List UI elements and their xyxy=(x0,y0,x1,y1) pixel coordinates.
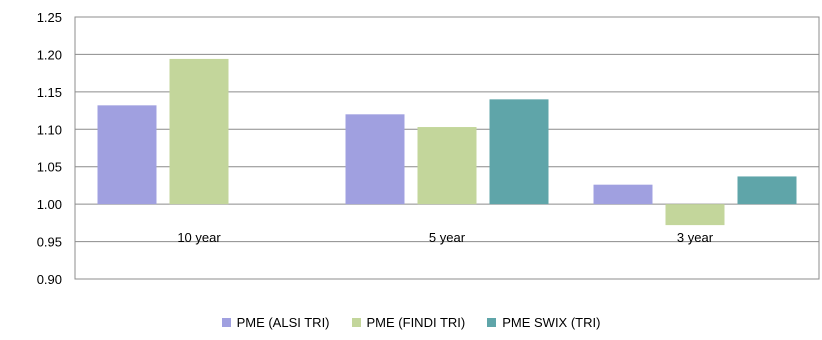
legend-item: PME (FINDI TRI) xyxy=(351,314,466,330)
y-tick-label: 0.95 xyxy=(37,235,62,250)
legend-swatch xyxy=(351,317,361,327)
category-label: 10 year xyxy=(177,230,221,245)
bar xyxy=(97,105,157,205)
y-tick-label: 0.90 xyxy=(37,272,62,287)
legend-item: PME (ALSI TRI) xyxy=(221,314,330,330)
legend-label: PME (ALSI TRI) xyxy=(236,314,330,330)
bar xyxy=(665,204,725,226)
y-tick-label: 1.15 xyxy=(37,85,62,100)
legend-label: PME (FINDI TRI) xyxy=(366,314,466,330)
y-tick-label: 1.20 xyxy=(37,47,62,62)
plot-area-border xyxy=(74,16,820,280)
y-tick-label: 1.05 xyxy=(37,160,62,175)
legend-item: PME SWIX (TRI) xyxy=(487,315,600,330)
y-tick-label: 1.00 xyxy=(37,197,62,212)
legend: PME (ALSI TRI) PME (FINDI TRI) PME SWIX (T… xyxy=(0,312,822,332)
y-axis-ticks: 0.90 0.95 1.00 1.05 1.10 1.15 1.20 1.25 xyxy=(37,10,62,287)
bar xyxy=(593,184,653,205)
legend-label: PME SWIX (TRI) xyxy=(502,314,601,330)
bar xyxy=(417,127,477,205)
bars xyxy=(97,58,797,226)
legend-swatch xyxy=(221,317,231,327)
y-tick-label: 1.10 xyxy=(37,122,62,137)
bar xyxy=(169,58,229,205)
bar xyxy=(489,99,549,205)
bar xyxy=(345,114,405,205)
category-label: 3 year xyxy=(677,230,714,245)
bar xyxy=(737,176,797,205)
category-labels: 10 year 5 year 3 year xyxy=(177,230,713,245)
category-label: 5 year xyxy=(429,230,466,245)
y-tick-label: 1.25 xyxy=(37,10,62,25)
legend-swatch xyxy=(487,317,497,327)
